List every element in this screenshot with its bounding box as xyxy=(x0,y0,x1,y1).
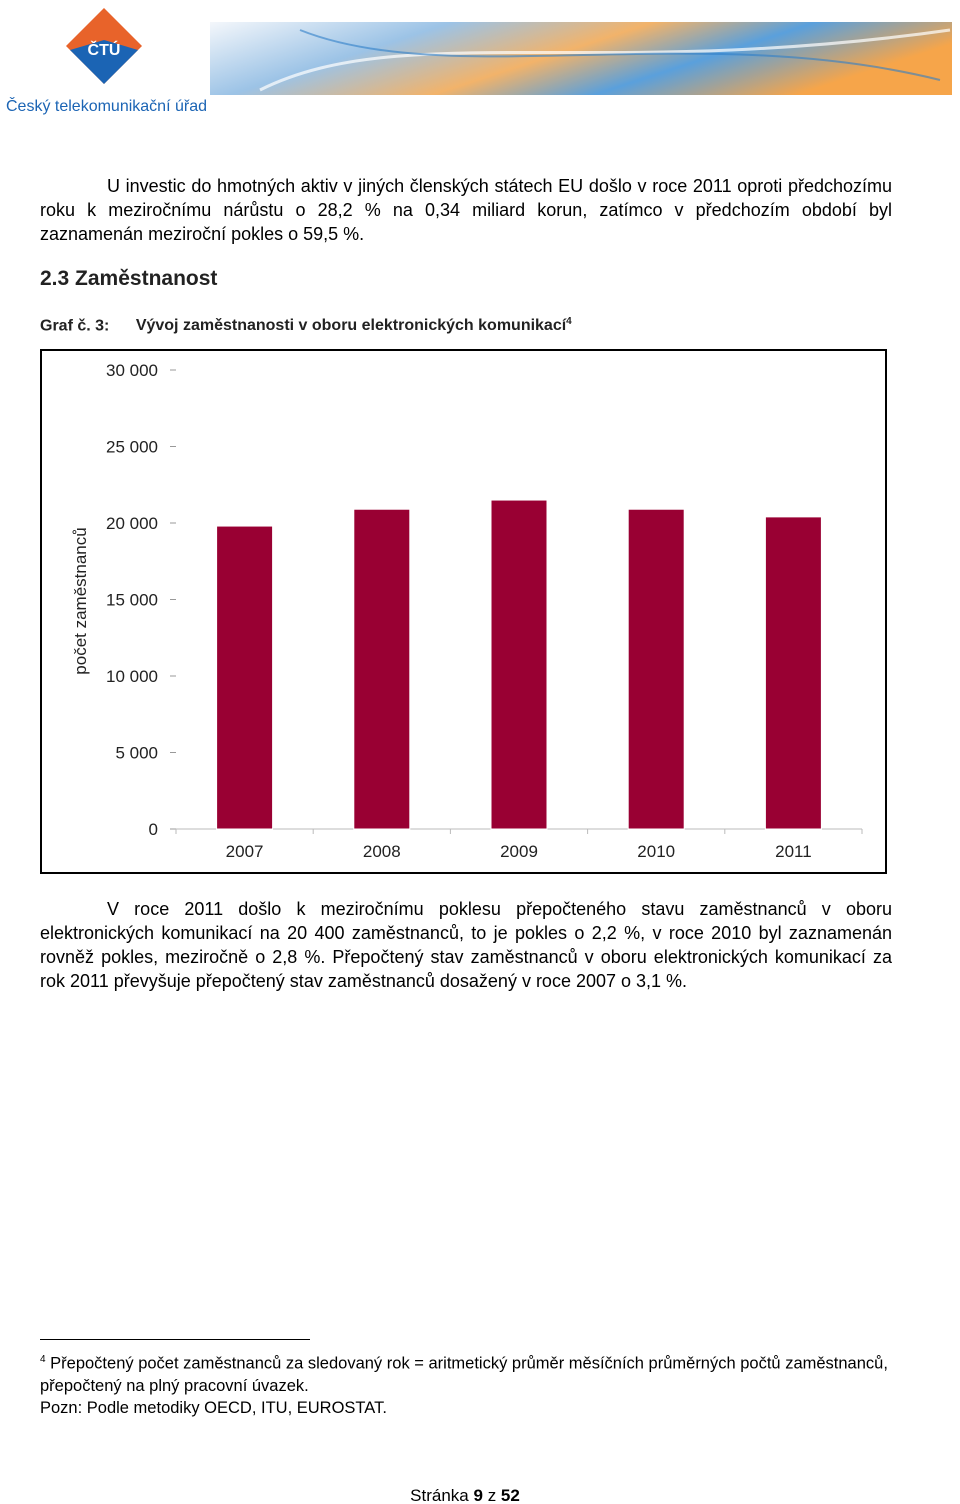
chart-title: Vývoj zaměstnanosti v oboru elektronický… xyxy=(135,317,567,335)
header: ČTÚ Český telekomunikační úřad xyxy=(6,8,952,115)
y-tick-label: 15 000 xyxy=(106,591,158,610)
banner xyxy=(210,22,952,95)
y-tick-label: 0 xyxy=(149,820,158,839)
footer-word: Stránka xyxy=(410,1486,469,1504)
logo-diamond xyxy=(70,40,138,84)
footnote-text: Přepočtený počet zaměstnanců za sledovan… xyxy=(40,1354,888,1395)
x-tick-label: 2009 xyxy=(500,842,538,861)
y-tick-label: 25 000 xyxy=(106,438,158,457)
chart: počet zaměstnanců 0 5 000 10 000 15 000 20 0… xyxy=(40,349,887,874)
banner-swoosh xyxy=(299,29,941,81)
footnote: 4 Přepočtený počet zaměstnanců za sledov… xyxy=(40,1349,892,1419)
footnote-rule xyxy=(40,1339,310,1340)
footnote-marker: 4 xyxy=(40,1354,46,1365)
section-title: Zaměstnanost xyxy=(75,267,218,290)
footnote-note: Pozn: Podle metodiky OECD, ITU, EUROSTAT… xyxy=(40,1398,387,1417)
bar xyxy=(353,508,411,830)
organization-name: Český telekomunikační úřad xyxy=(6,96,207,115)
bar xyxy=(216,525,274,830)
section-heading: 2.3 Zaměstnanost xyxy=(40,267,217,291)
paragraph: V roce 2011 došlo k meziročnímu poklesu … xyxy=(40,899,892,991)
bar xyxy=(627,508,685,830)
y-axis-title: počet zaměstnanců xyxy=(71,527,90,674)
bar xyxy=(764,516,822,830)
paragraph: U investic do hmotných aktiv v jiných čl… xyxy=(40,176,892,244)
chart-frame xyxy=(40,349,887,874)
x-tick-label: 2007 xyxy=(226,842,264,861)
footnote-ref: 4 xyxy=(566,316,572,327)
footer-total: 52 xyxy=(500,1486,520,1504)
y-tick-label: 5 000 xyxy=(115,744,158,763)
section-number: 2.3 xyxy=(40,267,70,290)
banner-swoosh xyxy=(259,28,951,92)
footer-of: z xyxy=(487,1486,497,1504)
x-tick-label: 2008 xyxy=(363,842,401,861)
page-footer: Stránka 9 z 52 xyxy=(0,1486,930,1504)
y-tick-label: 30 000 xyxy=(106,361,158,380)
y-tick-label: 10 000 xyxy=(106,667,158,686)
x-tick-label: 2011 xyxy=(775,842,812,861)
footer-page: 9 xyxy=(473,1486,483,1504)
caption-label: Graf č. 3: xyxy=(40,317,110,335)
x-tick-label: 2010 xyxy=(637,842,675,861)
y-tick-label: 20 000 xyxy=(106,514,158,533)
logo-text: ČTÚ xyxy=(88,40,121,59)
chart-caption: Graf č. 3: Vývoj zaměstnanosti v oboru e… xyxy=(40,316,572,335)
bar xyxy=(490,499,548,830)
